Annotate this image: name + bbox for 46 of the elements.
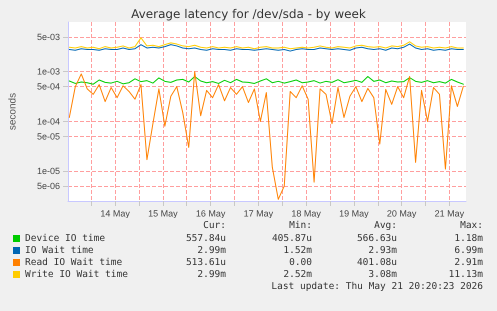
- line-series: [68, 37, 464, 50]
- text: Min:: [289, 220, 312, 232]
- legend-label: Read IO Wait time: [24, 257, 122, 269]
- y-tick-label: 1e-03: [36, 66, 60, 77]
- text: 513.61u: [186, 257, 226, 269]
- legend-label: Write IO Wait time: [24, 269, 128, 281]
- text: 2.93m: [368, 245, 397, 257]
- text: 405.87u: [272, 233, 312, 245]
- x-tick-label: 21 May: [434, 208, 465, 218]
- x-tick-label: 20 May: [386, 208, 417, 218]
- x-tick-label: 15 May: [148, 208, 178, 218]
- y-tick-label: 5e-06: [36, 181, 60, 192]
- line-series: [68, 76, 464, 85]
- text: 6.99m: [454, 245, 483, 257]
- y-axis-title: seconds: [8, 92, 18, 130]
- x-tick-label: 14 May: [100, 208, 130, 218]
- x-tick-label: 17 May: [244, 208, 274, 218]
- chart-title: Average latency for /dev/sda - by week: [131, 7, 366, 21]
- text: 0.00: [289, 257, 312, 269]
- x-tick-label: 19 May: [339, 208, 370, 218]
- y-tick-label: 1e-04: [36, 116, 60, 126]
- text: 2.91m: [454, 257, 483, 269]
- text: 1.18m: [454, 233, 483, 245]
- text: 2.99m: [197, 269, 226, 281]
- y-tick-label: 5e-03: [36, 32, 60, 42]
- text: 557.84u: [186, 233, 226, 245]
- legend-label: IO Wait time: [24, 245, 94, 257]
- text: 566.63u: [356, 233, 397, 245]
- text: Max:: [460, 220, 483, 232]
- x-tick-label: 16 May: [196, 208, 226, 218]
- x-tick-label: 18 May: [291, 208, 322, 218]
- text: 3.08m: [368, 269, 397, 281]
- line-series: [68, 71, 464, 200]
- line-series: [68, 44, 464, 52]
- text: 2.52m: [283, 269, 312, 281]
- y-tick-label: 1e-05: [36, 166, 60, 176]
- legend-label: Device IO time: [24, 233, 106, 245]
- y-tick-label: 5e-05: [36, 131, 60, 142]
- text: Avg:: [374, 220, 397, 232]
- text: Last update: Thu May 21 20:20:23 2026: [271, 281, 483, 293]
- text: 1.52m: [283, 245, 312, 257]
- text: 401.08u: [356, 257, 397, 269]
- text: Cur:: [203, 220, 226, 232]
- text: 11.13m: [448, 269, 483, 281]
- text: 2.99m: [197, 245, 226, 257]
- y-tick-label: 5e-04: [36, 82, 60, 92]
